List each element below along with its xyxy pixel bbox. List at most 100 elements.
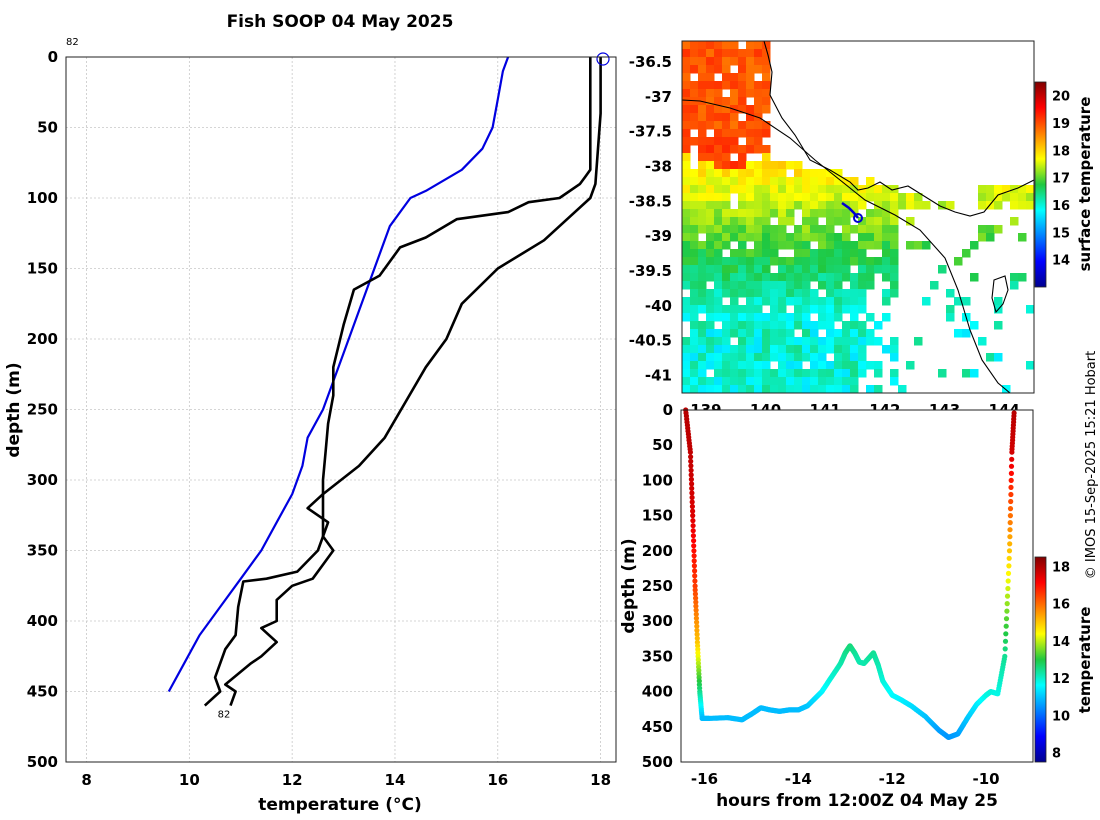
map-cell (730, 273, 739, 282)
map-cell (714, 129, 723, 138)
map-cell (746, 225, 755, 234)
map-cell (746, 289, 755, 298)
map-cell (818, 369, 827, 378)
map-cell (714, 145, 723, 154)
map-cell (834, 353, 843, 362)
map-cell (778, 201, 787, 210)
map-cell (762, 145, 771, 154)
map-cell (810, 185, 819, 194)
map-cell (698, 361, 707, 370)
map-cell (826, 169, 835, 178)
map-cell (730, 313, 739, 322)
map-cell (706, 289, 715, 298)
map-cell (706, 193, 715, 202)
map-cell (762, 257, 771, 266)
map-cell (874, 337, 883, 346)
map-cell (762, 385, 771, 393)
figure-title: Fish SOOP 04 May 2025 (227, 12, 454, 32)
map-cell (890, 289, 899, 298)
map-cell (690, 57, 699, 66)
map-cell (994, 185, 1003, 194)
map-cell (762, 41, 771, 50)
map-cell (714, 209, 723, 218)
map-cell (778, 297, 787, 306)
map-cell (834, 209, 843, 218)
map-lat-tick: -37 (645, 88, 672, 106)
section-point (691, 538, 697, 544)
map-cell (706, 337, 715, 346)
map-cell (698, 217, 707, 226)
map-cell (978, 201, 987, 210)
map-cell (794, 249, 803, 258)
section-point (689, 490, 695, 496)
map-cell (786, 289, 795, 298)
map-cell (834, 177, 843, 186)
profile-gridlines (66, 56, 616, 763)
profile-y-tick: 250 (27, 401, 58, 419)
map-cell (706, 81, 715, 90)
map-cell (722, 41, 731, 50)
map-cell (826, 321, 835, 330)
map-cell (698, 49, 707, 58)
map-cell (770, 201, 779, 210)
map-cell (874, 201, 883, 210)
map-cell (706, 105, 715, 114)
map-cell (746, 65, 755, 74)
map-cell (826, 313, 835, 322)
map-cell (706, 65, 715, 74)
map-cell (802, 185, 811, 194)
map-cell (746, 201, 755, 210)
map-cell (874, 193, 883, 202)
map-cell (738, 129, 747, 138)
map-cell (842, 305, 851, 314)
map-cell (826, 209, 835, 218)
map-cell (682, 41, 691, 50)
map-cell (890, 209, 899, 218)
map-cell (842, 225, 851, 234)
map-cell (730, 145, 739, 154)
map-cell (722, 329, 731, 338)
section-point (694, 631, 700, 637)
map-cell (842, 265, 851, 274)
map-cell (722, 353, 731, 362)
map-cell (762, 233, 771, 242)
map-cell (770, 321, 779, 330)
map-lat-tick: -39.5 (629, 262, 672, 280)
map-cell (682, 217, 691, 226)
map-cell (722, 241, 731, 250)
map-cell (866, 241, 875, 250)
map-cell (714, 241, 723, 250)
map-cell (690, 105, 699, 114)
profile-series-descent (203, 57, 592, 707)
map-cell (834, 257, 843, 266)
map-cell (730, 353, 739, 362)
map-cell (890, 241, 899, 250)
map-cell (1010, 273, 1019, 282)
map-cell (690, 265, 699, 274)
map-cell (738, 193, 747, 202)
map-cell (754, 105, 763, 114)
map-cell (762, 353, 771, 362)
map-cell (818, 385, 827, 393)
map-cell (714, 361, 723, 370)
map-cell (770, 241, 779, 250)
map-cell (714, 385, 723, 393)
map-cell (762, 153, 771, 162)
map-cell (754, 145, 763, 154)
map-cell (866, 281, 875, 290)
map-cell (706, 377, 715, 386)
map-cell (1018, 185, 1027, 194)
map-cell (890, 225, 899, 234)
map-cell (802, 353, 811, 362)
map-cell (738, 217, 747, 226)
map-cell (842, 361, 851, 370)
map-cell (706, 257, 715, 266)
map-cell (834, 345, 843, 354)
map-cell (722, 233, 731, 242)
map-cell (746, 121, 755, 130)
map-cell (754, 161, 763, 170)
map-cell (714, 353, 723, 362)
map-cell (786, 217, 795, 226)
map-cell (754, 321, 763, 330)
map-cell (850, 353, 859, 362)
